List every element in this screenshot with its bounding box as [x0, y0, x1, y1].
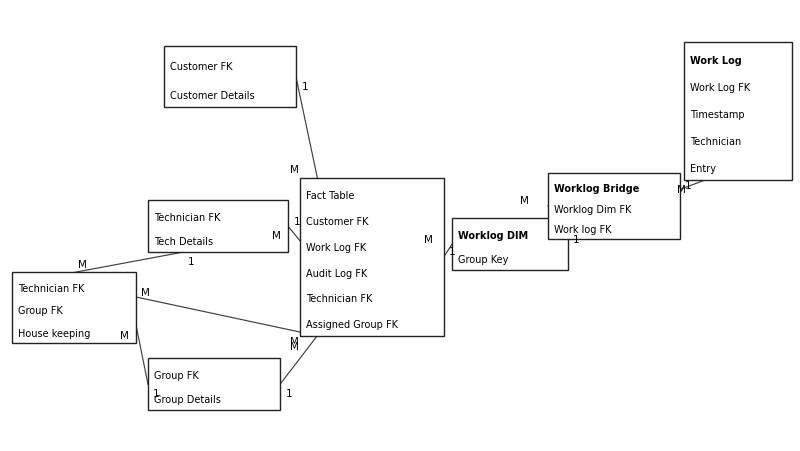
Text: Group Key: Group Key — [458, 255, 508, 265]
Text: Group FK: Group FK — [154, 370, 198, 380]
Text: Work Log: Work Log — [690, 56, 742, 66]
Text: Tech Details: Tech Details — [154, 237, 213, 247]
Text: House keeping: House keeping — [18, 328, 90, 338]
Text: Technician FK: Technician FK — [18, 284, 84, 294]
Text: Work Log FK: Work Log FK — [306, 242, 366, 252]
Text: Worklog DIM: Worklog DIM — [458, 230, 528, 240]
FancyBboxPatch shape — [548, 174, 680, 239]
Text: M: M — [290, 336, 299, 346]
Text: Assigned Group FK: Assigned Group FK — [306, 319, 398, 329]
Text: Technician: Technician — [690, 137, 741, 147]
Text: Worklog Bridge: Worklog Bridge — [554, 184, 639, 193]
FancyBboxPatch shape — [148, 359, 280, 410]
Text: Worklog Dim FK: Worklog Dim FK — [554, 204, 631, 214]
Text: Group Details: Group Details — [154, 395, 221, 405]
Text: Audit Log FK: Audit Log FK — [306, 268, 367, 278]
Text: 1: 1 — [573, 234, 579, 244]
FancyBboxPatch shape — [452, 219, 568, 271]
Text: Technician FK: Technician FK — [306, 294, 372, 304]
Text: Work Log FK: Work Log FK — [690, 83, 750, 93]
Text: M: M — [78, 260, 86, 270]
Text: 1: 1 — [153, 388, 159, 399]
FancyBboxPatch shape — [164, 47, 296, 108]
Text: Customer FK: Customer FK — [170, 62, 232, 72]
Text: Fact Table: Fact Table — [306, 191, 354, 201]
Text: 1: 1 — [302, 82, 309, 92]
FancyBboxPatch shape — [148, 201, 288, 253]
Text: M: M — [290, 165, 299, 175]
Text: Group FK: Group FK — [18, 306, 62, 316]
Text: Customer Details: Customer Details — [170, 90, 254, 100]
Text: M: M — [423, 234, 433, 244]
FancyBboxPatch shape — [684, 43, 792, 180]
Text: Customer FK: Customer FK — [306, 216, 368, 226]
Text: M: M — [271, 231, 281, 241]
Text: 1: 1 — [449, 247, 455, 257]
Text: M: M — [290, 341, 299, 351]
Text: Technician FK: Technician FK — [154, 212, 220, 222]
Text: Entry: Entry — [690, 163, 716, 173]
Text: 1: 1 — [286, 388, 293, 399]
Text: M: M — [677, 184, 686, 194]
Text: Timestamp: Timestamp — [690, 110, 744, 120]
FancyBboxPatch shape — [300, 178, 444, 336]
Text: 1: 1 — [685, 180, 691, 190]
Text: M: M — [519, 196, 529, 206]
Text: Work log FK: Work log FK — [554, 225, 611, 235]
Text: M: M — [119, 330, 129, 340]
Text: 1: 1 — [188, 257, 194, 267]
Text: M: M — [141, 287, 150, 297]
FancyBboxPatch shape — [12, 273, 136, 343]
Text: 1: 1 — [294, 216, 301, 226]
